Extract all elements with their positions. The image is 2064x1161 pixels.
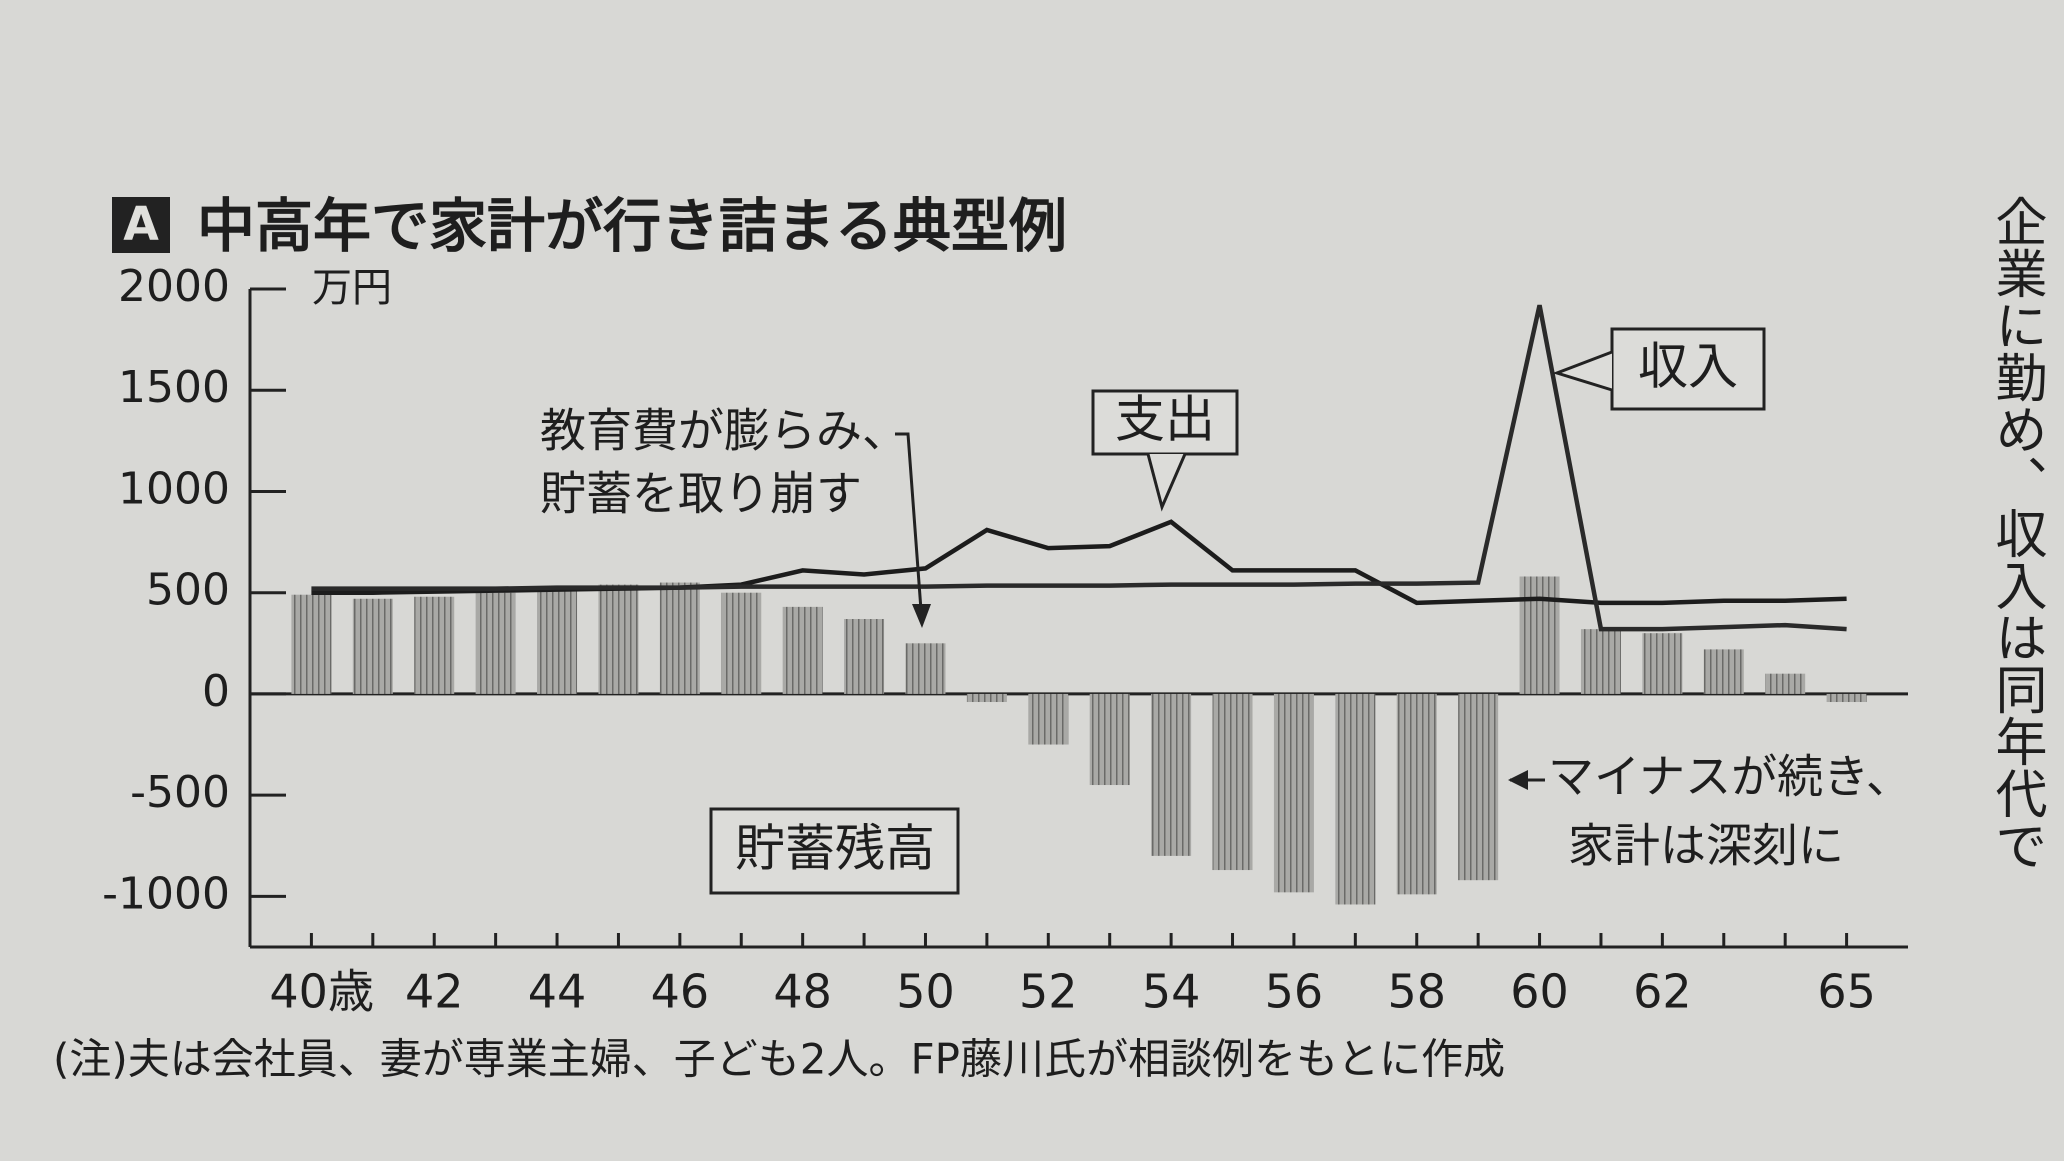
note: (注)夫は会社員、妻が専業主婦、子ども2人。FP藤川氏が相談例をもとに作成 — [53, 1035, 1505, 1084]
bar — [1028, 693, 1069, 745]
x-tick-label: 65 — [1817, 965, 1876, 1019]
bar — [1519, 576, 1560, 694]
y-unit: 万円 — [312, 265, 392, 311]
bar — [659, 582, 700, 694]
bar — [905, 643, 946, 694]
annotation: マイナスが続き、 — [1548, 750, 1912, 804]
label-box — [1610, 327, 1766, 411]
line — [311, 304, 1847, 632]
x-tick-label: 48 — [773, 965, 832, 1019]
bar — [598, 584, 639, 694]
bar — [1765, 673, 1806, 694]
series-label: 貯蓄残高 — [735, 820, 935, 878]
label-pointer — [1146, 453, 1187, 512]
y-tick-label: 1500 — [118, 362, 230, 413]
y-tick-label: -1000 — [102, 868, 230, 919]
x-tick-label: 44 — [528, 965, 587, 1019]
label-box — [709, 807, 960, 895]
x-tick-label: 42 — [405, 965, 464, 1019]
x-tick-label: 52 — [1019, 965, 1078, 1019]
bar — [1458, 693, 1499, 881]
bar — [782, 606, 823, 694]
bar — [966, 693, 1007, 703]
y-tick-label: 500 — [146, 565, 230, 616]
bar — [414, 596, 455, 694]
bar — [1826, 693, 1867, 703]
annotation-arrow — [895, 432, 923, 611]
y-tick-label: -500 — [130, 767, 230, 818]
x-tick-label: 62 — [1633, 965, 1692, 1019]
bar — [475, 592, 516, 694]
x-tick-label: 58 — [1387, 965, 1446, 1019]
y-tick-label: 2000 — [118, 261, 230, 312]
annotation: 教育費が膨らみ、 — [540, 404, 908, 458]
x-tick-label: 40歳 — [269, 965, 374, 1019]
x-tick-label: 54 — [1142, 965, 1201, 1019]
title-badge-box — [112, 197, 170, 253]
bar — [721, 592, 762, 694]
bar — [537, 588, 578, 694]
side-text: 企業に勤め、収入は同年代で — [1986, 195, 2046, 871]
bar — [844, 619, 885, 694]
x-tick-label: 50 — [896, 965, 955, 1019]
x-tick-label: 56 — [1265, 965, 1324, 1019]
bar — [352, 598, 393, 694]
y-tick-label: 0 — [202, 666, 230, 717]
x-tick-label: 60 — [1510, 965, 1569, 1019]
bar — [1335, 693, 1376, 905]
bar — [1151, 693, 1192, 856]
arrow-head — [1508, 770, 1528, 790]
bar — [1642, 633, 1683, 694]
bar — [1273, 693, 1314, 893]
bar — [1212, 693, 1253, 871]
chart-title: 中高年で家計が行き詰まる典型例 — [197, 192, 1067, 260]
annotation: 貯蓄を取り崩す — [540, 467, 862, 521]
bar — [1703, 649, 1744, 694]
title-badge: A — [123, 197, 159, 251]
y-tick-label: 1000 — [118, 463, 230, 514]
series-label: 支出 — [1115, 391, 1215, 449]
annotation: 家計は深刻に — [1568, 819, 1844, 873]
label-pointer — [1552, 350, 1613, 392]
bar — [1396, 693, 1437, 895]
x-tick-label: 46 — [651, 965, 710, 1019]
bar — [1089, 693, 1130, 786]
bar — [1580, 629, 1621, 694]
bar — [291, 594, 332, 694]
series-label: 収入 — [1638, 338, 1738, 396]
arrow-head — [912, 604, 931, 628]
